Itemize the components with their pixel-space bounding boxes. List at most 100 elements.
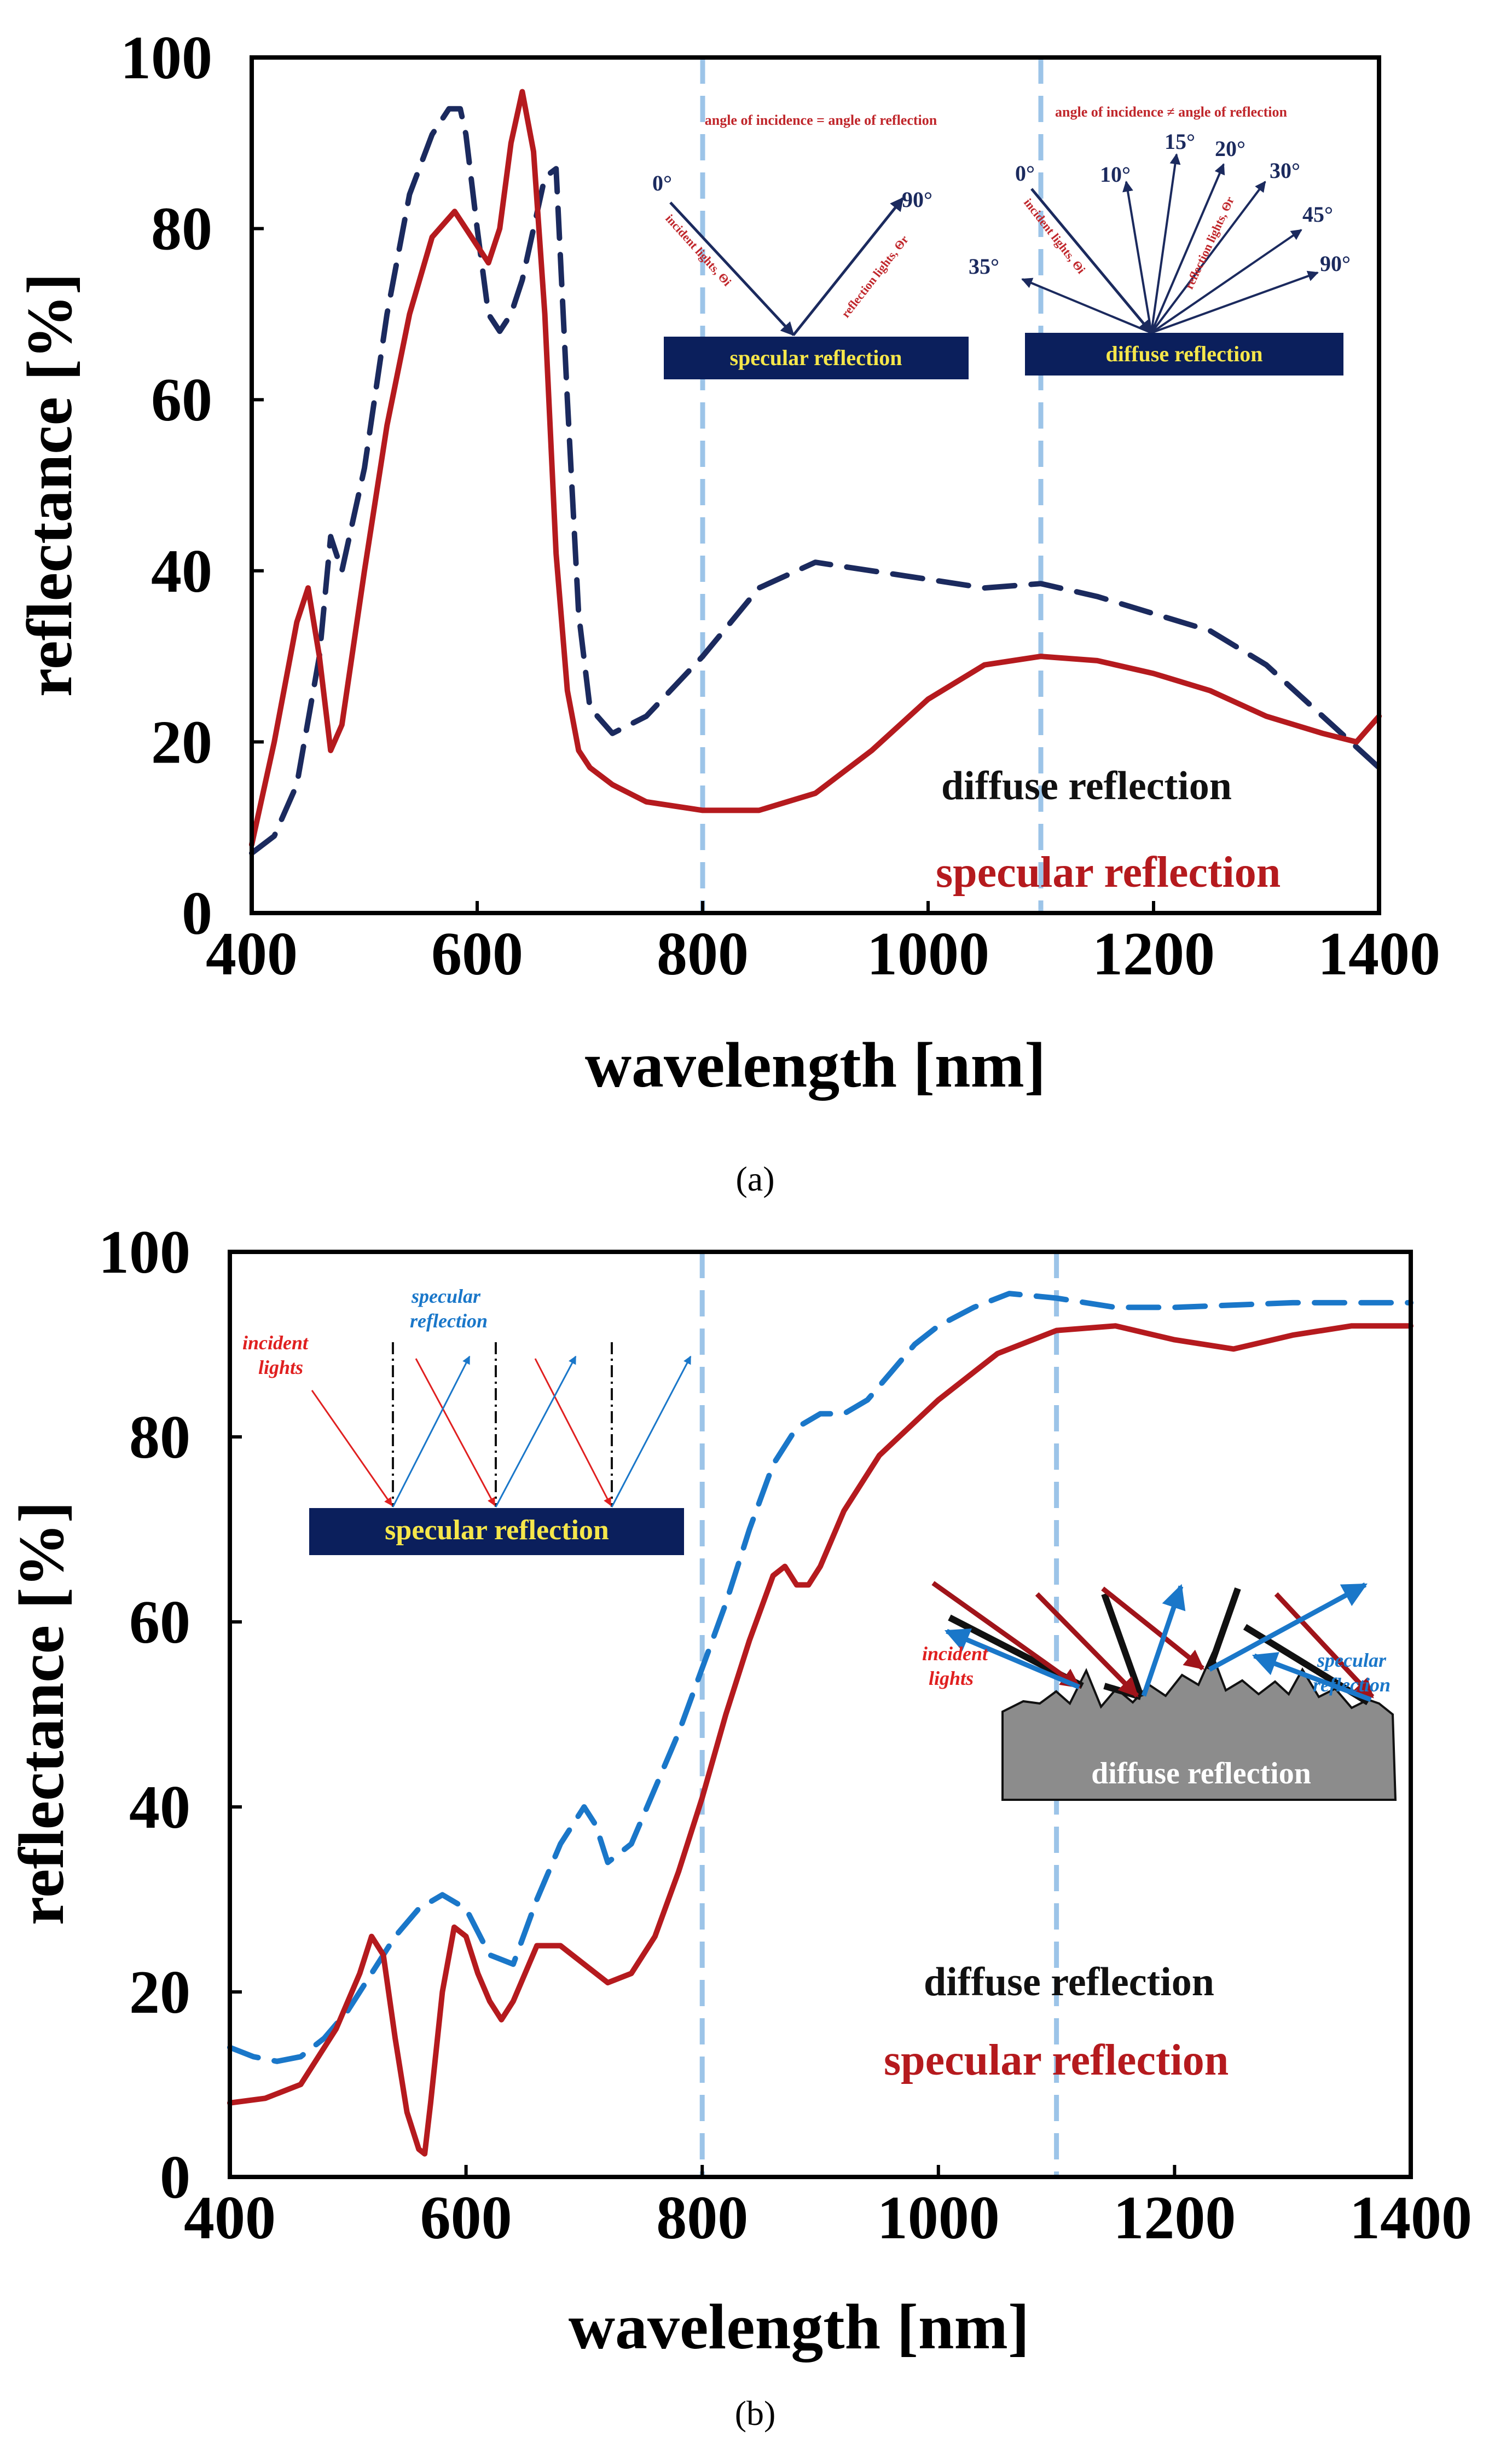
y-tick-label: 0 <box>182 880 212 948</box>
inset-specular-diagram: angle of incidence = angle of reflection… <box>652 112 969 379</box>
reference-lines <box>700 57 1044 913</box>
x-tick-label: 800 <box>656 2184 748 2252</box>
plot-frame <box>228 1250 1413 2179</box>
inset-title: angle of incidence ≠ angle of reflection <box>1055 104 1287 120</box>
legend-diffuse: diffuse reflection <box>924 1960 1214 2005</box>
panel-b: incident lights specular reflection spec… <box>5 1218 1472 2433</box>
diffuse-surface <box>1025 333 1343 376</box>
angle-label-left: 0° <box>652 171 672 195</box>
series <box>249 89 1382 856</box>
x-tick-label: 400 <box>206 920 298 988</box>
incident-arrow <box>1035 1592 1139 1698</box>
reflection-ray-15 <box>1150 153 1181 333</box>
incident-arrow <box>415 1358 496 1506</box>
angle-label-0: 0° <box>1015 161 1035 186</box>
inset-specular-diagram: incident lights specular reflection spec… <box>242 1285 692 1555</box>
tick-marks: 400 600 800 1000 1200 1400 0 20 40 60 80 100 <box>120 24 1440 988</box>
reflection-arrow <box>611 1355 692 1507</box>
angle-label-30: 30° <box>1270 158 1300 183</box>
legend-diffuse: diffuse reflection <box>941 764 1232 808</box>
y-tick-label: 40 <box>129 1774 190 1841</box>
y-axis-label: reflectance [%] <box>5 1501 77 1925</box>
y-tick-label: 80 <box>151 195 212 263</box>
angle-label-right: 90° <box>902 187 932 212</box>
incident-label: incident <box>242 1332 309 1354</box>
plot-frame <box>250 55 1381 915</box>
panel-a: angle of incidence = angle of reflection… <box>14 24 1440 1198</box>
specular-surface-label: specular reflection <box>385 1515 609 1546</box>
legend-specular: specular reflection <box>936 848 1281 897</box>
legend-specular: specular reflection <box>884 2036 1229 2084</box>
x-tick-label: 1000 <box>877 2184 1000 2252</box>
reflection-arrow <box>792 197 904 336</box>
incident-label: incident <box>922 1643 988 1665</box>
reflection-ray-30 <box>1150 181 1266 334</box>
y-tick-label: 0 <box>160 2144 190 2211</box>
y-tick-label: 20 <box>129 1959 190 2026</box>
inset-title: angle of incidence = angle of reflection <box>705 112 937 128</box>
incident-arrow <box>1274 1592 1375 1699</box>
y-tick-label: 100 <box>120 24 212 92</box>
reflection-ray-35 <box>1021 278 1152 334</box>
diffuse-surface-label: diffuse reflection <box>1091 1757 1311 1790</box>
incident-label: incident lights, Θi <box>1021 196 1088 276</box>
series-line-diffuse-reflection <box>249 106 1382 856</box>
incident-label: lights <box>929 1667 974 1689</box>
x-tick-label: 1400 <box>1349 2184 1472 2252</box>
reflection-label: reflection <box>1313 1674 1391 1696</box>
incident-label: incident lights, Θi <box>663 212 734 289</box>
x-tick-label: 1200 <box>1092 920 1215 988</box>
incident-arrow <box>1030 188 1152 334</box>
panel-caption: (b) <box>735 2394 776 2433</box>
angle-label-15: 15° <box>1165 129 1195 154</box>
series-line-diffuse-reflection <box>227 1291 1413 2064</box>
tick-marks: 400 600 800 1000 1200 1400 0 20 40 60 80 100 <box>99 1218 1472 2252</box>
reflection-ray-20 <box>1150 163 1225 333</box>
angle-label-35: 35° <box>969 254 999 279</box>
normal-ray <box>1206 1587 1241 1671</box>
x-tick-label: 400 <box>184 2184 276 2252</box>
x-tick-label: 1000 <box>867 920 989 988</box>
y-axis-label: reflectance [%] <box>14 273 85 697</box>
x-axis-label: wavelength [nm] <box>569 2291 1029 2363</box>
incident-label: lights <box>258 1356 303 1378</box>
y-tick-label: 60 <box>129 1589 190 1656</box>
y-tick-label: 60 <box>151 366 212 434</box>
incident-arrow <box>534 1358 612 1506</box>
inset-diffuse-diagram: diffuse reflection incident lights specu… <box>922 1581 1397 1801</box>
reflection-ray-10 <box>1122 181 1152 333</box>
specular-surface <box>664 337 969 379</box>
reflection-arrow <box>944 1628 1080 1690</box>
reflection-ray-45 <box>1150 229 1302 334</box>
reflection-label: reflection lights, Θr <box>838 233 911 320</box>
reflection-arrow <box>392 1355 471 1507</box>
reflection-label: specular <box>411 1285 481 1307</box>
incident-arrow <box>1101 1586 1204 1671</box>
diffuse-surface-label: diffuse reflection <box>1106 342 1263 366</box>
reflection-label: reflection <box>410 1310 488 1332</box>
reflection-arrow <box>1252 1652 1372 1702</box>
y-tick-label: 100 <box>99 1218 190 1286</box>
x-tick-label: 800 <box>657 920 749 988</box>
incident-arrow <box>311 1390 393 1506</box>
reflection-arrow <box>1208 1582 1368 1672</box>
x-tick-label: 600 <box>431 920 523 988</box>
y-tick-label: 20 <box>151 708 212 776</box>
incident-arrow <box>931 1581 1081 1689</box>
angle-label-10: 10° <box>1100 162 1131 187</box>
reflection-arrow <box>495 1355 577 1507</box>
y-tick-label: 80 <box>129 1403 190 1471</box>
specular-surface <box>309 1508 684 1555</box>
incident-arrow <box>669 201 795 336</box>
x-tick-label: 1200 <box>1113 2184 1236 2252</box>
inset-diffuse-diagram: angle of incidence ≠ angle of reflection… <box>969 104 1351 376</box>
angle-label-20: 20° <box>1215 136 1245 161</box>
series-line-specular-reflection <box>249 89 1382 847</box>
x-tick-label: 1400 <box>1318 920 1440 988</box>
series <box>227 1291 1413 2157</box>
y-tick-label: 40 <box>151 538 212 605</box>
x-tick-label: 600 <box>420 2184 512 2252</box>
angle-label-90: 90° <box>1320 251 1351 276</box>
reflection-label: specular <box>1317 1649 1387 1671</box>
